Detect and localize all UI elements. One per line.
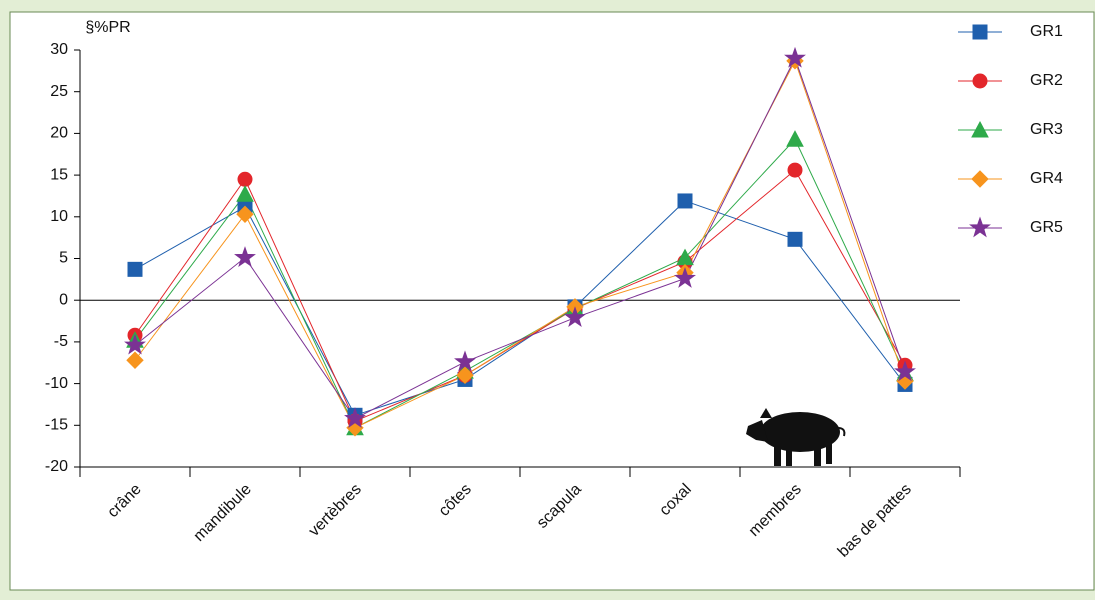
data-point (234, 246, 256, 267)
y-tick-label: 20 (50, 125, 68, 142)
data-point (236, 205, 254, 224)
legend-label: GR5 (1030, 219, 1063, 236)
data-point (894, 360, 916, 382)
y-tick-label: -10 (45, 375, 68, 392)
y-tick-label: 15 (50, 166, 68, 183)
y-tick-label: 30 (50, 41, 68, 58)
legend-label: GR3 (1030, 121, 1063, 138)
data-point (677, 193, 693, 209)
y-tick-label: 5 (59, 250, 68, 267)
data-point (787, 162, 803, 178)
legend-label: GR4 (1030, 170, 1063, 187)
y-tick-label: 25 (50, 83, 68, 100)
data-point (787, 231, 803, 247)
data-point (674, 266, 696, 288)
y-tick-label: -15 (45, 417, 68, 434)
series-line (134, 169, 906, 422)
legend-marker (969, 216, 991, 238)
legend-label: GR1 (1030, 23, 1063, 40)
pig-icon (746, 408, 846, 466)
legend-label: GR2 (1030, 72, 1063, 89)
data-point (564, 306, 586, 328)
y-tick-label: -5 (54, 333, 68, 350)
y-tick-label: 10 (50, 208, 68, 225)
data-point (127, 261, 143, 277)
legend-marker (972, 73, 988, 89)
legend-marker (971, 120, 989, 138)
legend-marker (971, 170, 989, 188)
series-line (134, 57, 906, 420)
data-point (344, 407, 366, 428)
y-axis-label: §%PR (85, 19, 130, 36)
data-point (454, 350, 476, 372)
data-point (126, 351, 144, 369)
y-tick-label: 0 (59, 291, 68, 308)
data-point (456, 366, 474, 384)
data-point (237, 171, 253, 187)
legend-marker (972, 24, 988, 40)
series-line (134, 200, 906, 416)
data-point (786, 130, 804, 147)
data-point (784, 46, 806, 68)
data-point (236, 185, 254, 202)
y-tick-label: -20 (45, 458, 68, 475)
data-point (124, 333, 146, 355)
